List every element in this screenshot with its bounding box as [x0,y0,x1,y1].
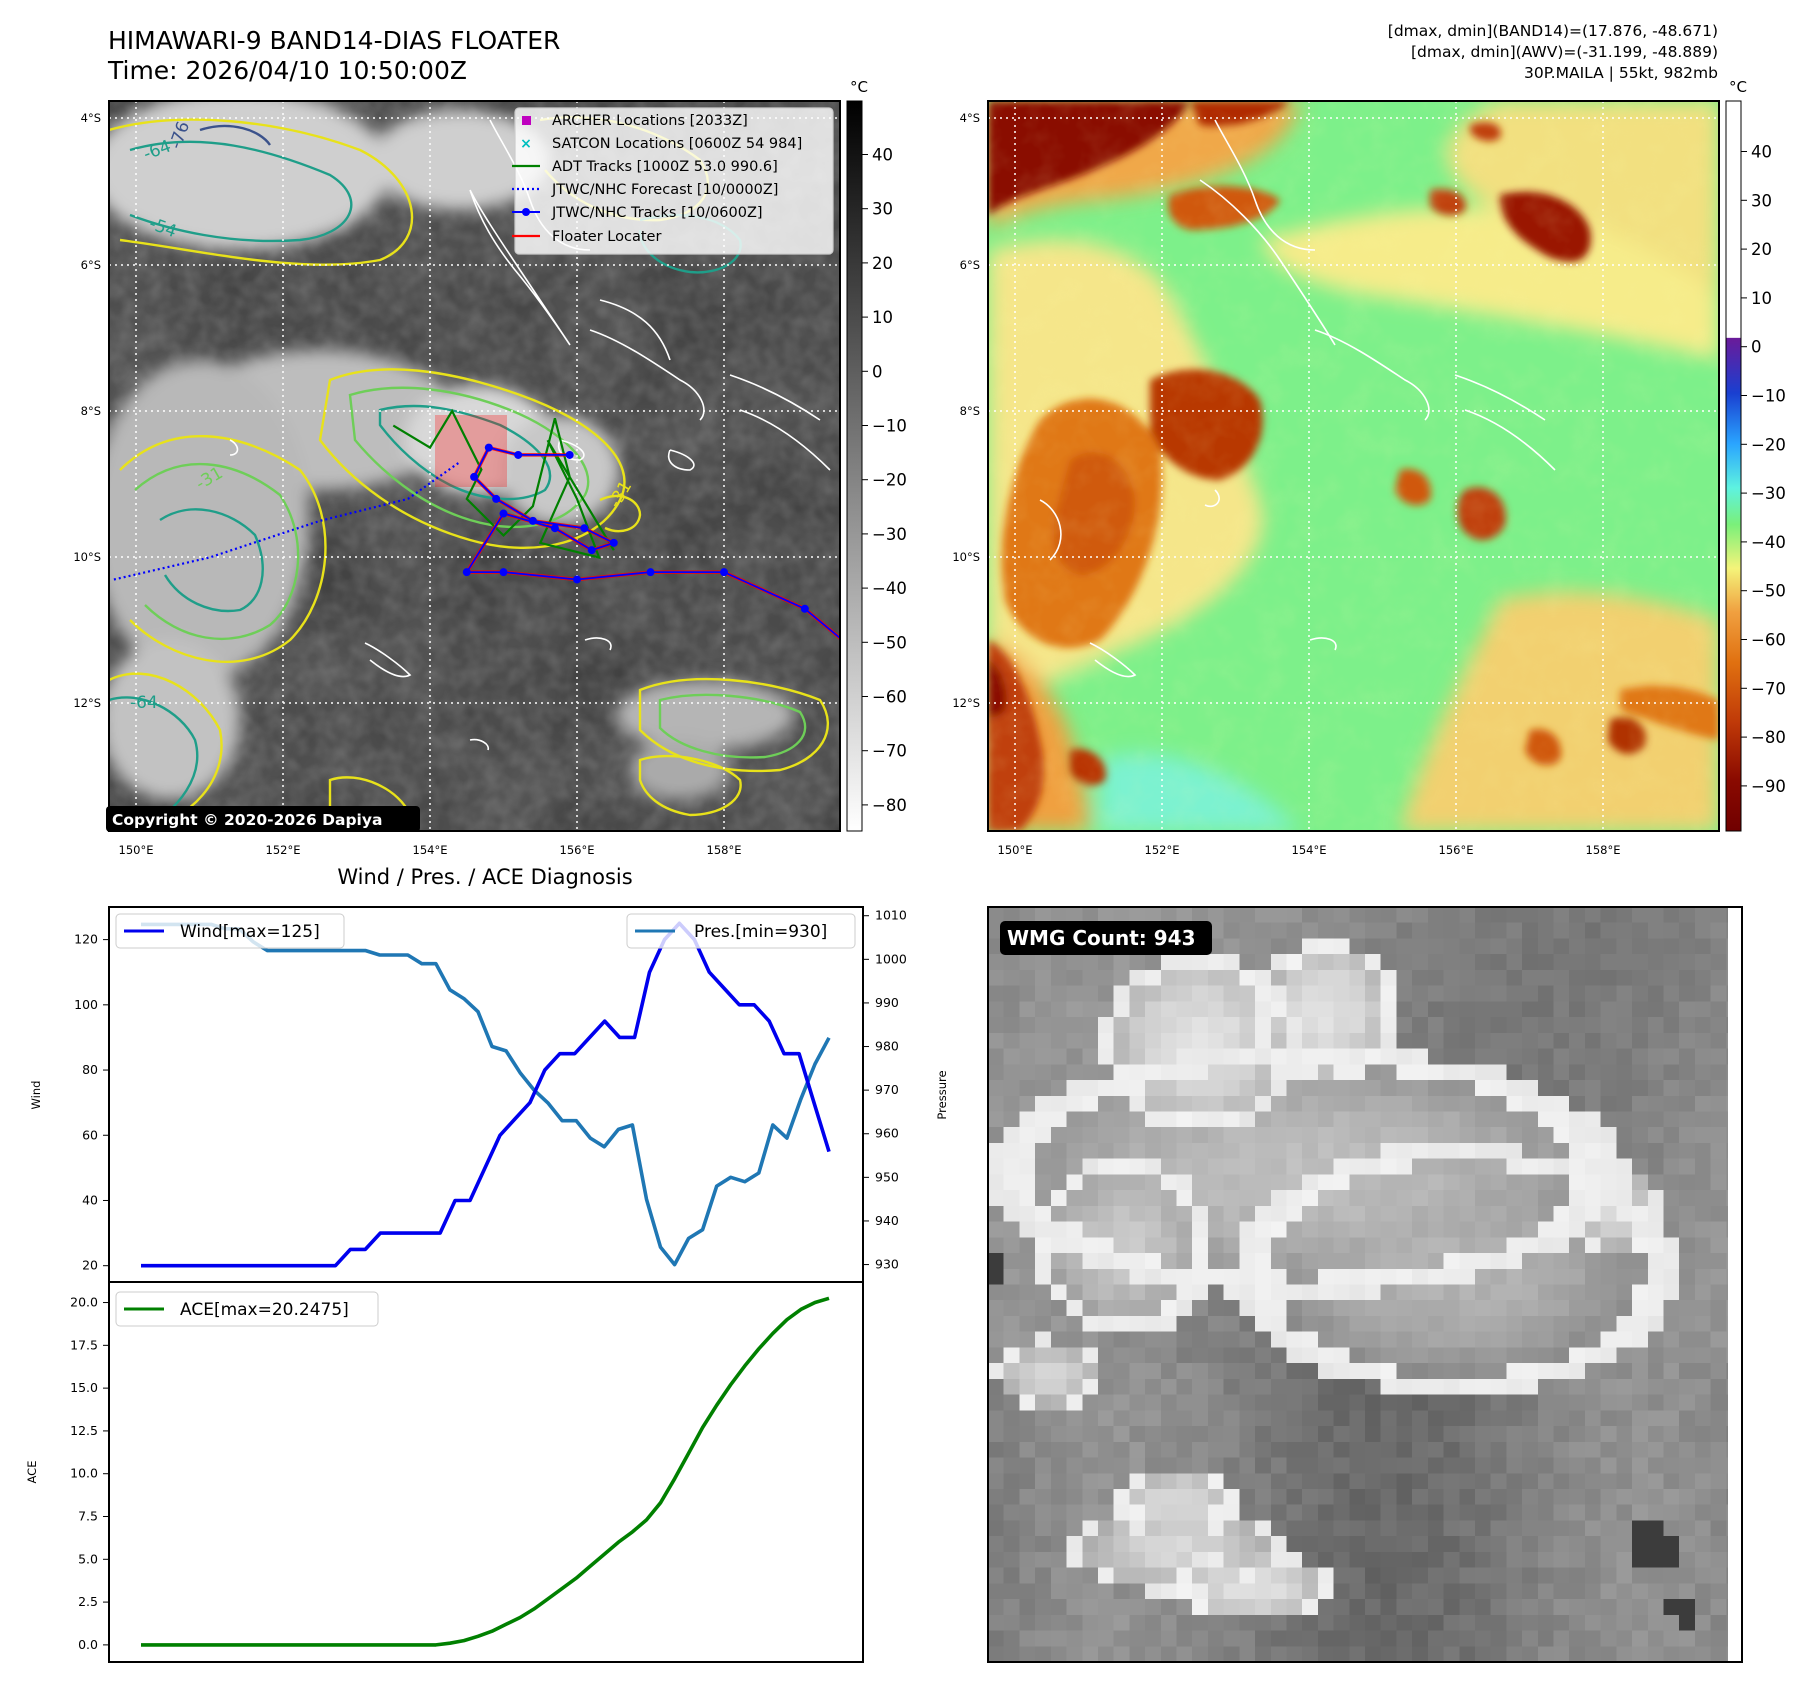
ir-lat-labels: 4°S 6°S 8°S 10°S 12°S [73,111,101,710]
lon-label: 158°E [707,843,742,857]
lon-label: 156°E [560,843,595,857]
lon-label: 154°E [413,843,448,857]
jtwc-track-point [609,538,618,547]
colorbar-tick-label: −70 [872,742,907,761]
adt-track-line [392,408,615,560]
jtwc-forecast-line [113,461,461,581]
colorbar-tick-label: 10 [872,308,893,327]
bw-colorbar [846,100,863,832]
lat-label: 6°S [81,258,101,272]
band14-range-info: [dmax, dmin](BAND14)=(17.876, -48.671) [1387,22,1718,40]
legend-label: ADT Tracks [1000Z 53.0 990.6] [552,159,778,175]
jtwc-track-point [492,494,501,503]
archer-marker-icon [522,116,531,125]
colorbar-tick-label: −80 [872,796,907,815]
jtwc-track-point [484,443,493,452]
jtwc-track-point [550,524,559,533]
lat-label: 10°S [73,550,101,564]
copyright-box [106,806,420,832]
legend-label: ARCHER Locations [2033Z] [552,113,748,129]
jtwc-track-point [587,546,596,555]
legend-label: JTWC/NHC Forecast [10/0000Z] [551,182,778,198]
ir-imagery [109,101,840,831]
colorbar-tick-label: 30 [872,200,893,219]
contour-label: -64 [130,693,158,713]
jtwc-track-point [720,568,728,577]
figure-title: HIMAWARI-9 BAND14-DIAS FLOATER [108,26,561,55]
legend-label: Floater Locater [552,229,661,245]
jtwc-track-point [565,450,574,459]
lat-label: 8°S [81,404,101,418]
ir-coastlines [229,119,831,751]
legend-label: SATCON Locations [0600Z 54 984] [552,136,802,152]
bw-colorbar-ticks: 40 30 20 10 0 −10 −20 −30 −40 −50 −60 −70 −80 [862,146,907,815]
colorbar-tick-label: −50 [872,633,907,652]
awv-range-info: [dmax, dmin](AWV)=(-31.199, -48.889) [1411,43,1718,61]
jtwc-track-point [462,568,471,577]
jtwc-track-point [499,568,508,577]
jtwc-track-point [580,524,589,533]
colorbar-tick-label: −40 [872,579,907,598]
copyright-text: Copyright © 2020-2026 Dapiya [112,811,382,829]
lon-label: 152°E [266,843,301,857]
colorbar-tick-label: −60 [872,688,907,707]
lat-label: 12°S [73,696,101,710]
legend-label: JTWC/NHC Tracks [10/0600Z] [551,205,763,221]
track-layer [113,408,840,641]
jtwc-track-point [646,568,655,577]
colorbar-tick-label: −30 [872,525,907,544]
bw-colorbar-unit: °C [850,78,868,96]
colorbar-tick-label: −20 [872,471,907,490]
jtwc-track-point [499,509,508,518]
colorbar-tick-label: 40 [872,146,893,165]
storm-info: 30P.MAILA | 55kt, 982mb [1524,64,1718,82]
colorbar-tick-label: 20 [872,254,893,273]
jtwc-track-line [465,446,840,640]
colorbar-tick-label: 0 [872,362,883,381]
ir-lon-labels: 150°E 152°E 154°E 156°E 158°E [119,843,742,857]
figure-time: Time: 2026/04/10 10:50:00Z [108,56,467,85]
colorbar-tick-label: −10 [872,417,907,436]
jtwc-track-point [528,516,537,525]
jtwc-track-point [800,604,809,613]
jtwc-track-point [470,472,479,481]
ir-legend: ARCHER Locations [2033Z] × SATCON Locati… [512,107,834,255]
lat-label: 4°S [81,111,101,125]
ir-map-frame [108,100,841,832]
jtwc-track-point [514,450,523,459]
satcon-marker-icon: × [520,136,532,152]
lon-label: 150°E [119,843,154,857]
jtwc-track-point [573,575,581,584]
